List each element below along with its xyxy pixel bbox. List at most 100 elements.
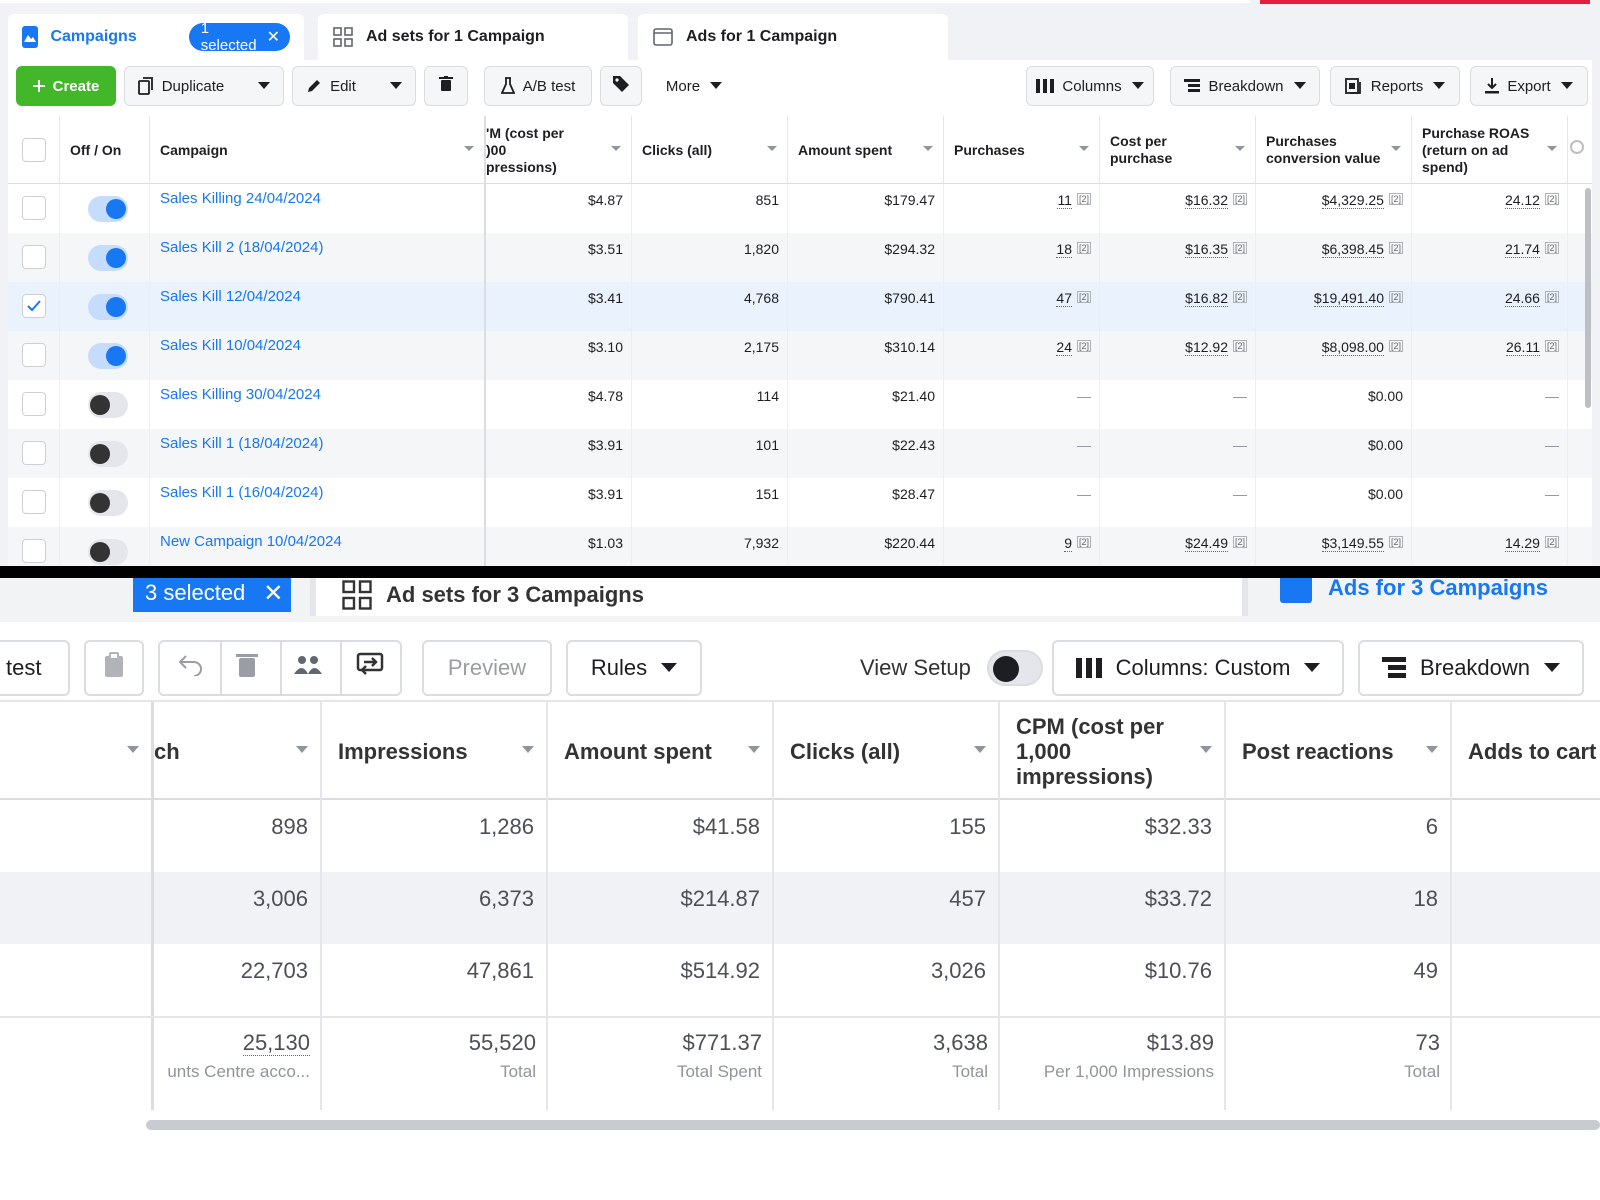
breakdown-button[interactable]: Breakdown	[1358, 640, 1584, 696]
campaign-toggle[interactable]	[88, 441, 128, 467]
tab-campaigns[interactable]: Campaigns 1 selected ✕	[8, 14, 304, 60]
swap-icon[interactable]	[356, 652, 384, 684]
purchases-value[interactable]: 11	[1057, 192, 1072, 209]
clear-selection-icon[interactable]: ✕	[263, 579, 284, 607]
roas-value[interactable]: 24.12	[1504, 192, 1540, 209]
edit-chevron-down-icon[interactable]	[389, 82, 402, 90]
reach-total-value[interactable]: 25,130	[242, 1030, 310, 1056]
create-button[interactable]: Create	[16, 66, 116, 106]
roas-value[interactable]: 21.74	[1504, 241, 1540, 258]
edit-button[interactable]: Edit	[292, 66, 416, 106]
cpp-value[interactable]: $24.49	[1185, 535, 1228, 552]
header-impressions[interactable]: Impressions	[322, 702, 548, 800]
tab-ads[interactable]: Ads for 3 Campaigns	[1280, 578, 1600, 606]
tab-ads[interactable]: Ads for 1 Campaign	[638, 14, 948, 60]
tag-button[interactable]	[600, 66, 642, 106]
horizontal-scrollbar[interactable]	[146, 1120, 1600, 1130]
breakdown-button[interactable]: Breakdown	[1170, 66, 1320, 106]
header-roas[interactable]: Purchase ROAS (return on ad spend)	[1412, 116, 1568, 184]
row-checkbox-checked[interactable]	[22, 294, 46, 318]
table-row[interactable]: 22,703 47,861 $514.92 3,026 $10.76 49	[0, 944, 1600, 1016]
row-checkbox[interactable]	[22, 245, 46, 269]
header-off-on[interactable]: Off / On	[60, 116, 150, 184]
selected-count-pill[interactable]: 3 selected ✕	[133, 578, 291, 612]
cpp-value[interactable]: $12.92	[1185, 339, 1228, 356]
ab-test-button[interactable]: test	[0, 640, 70, 696]
purchases-value[interactable]: 18	[1056, 241, 1072, 258]
audience-icon[interactable]	[294, 654, 322, 682]
trash-icon[interactable]	[236, 652, 258, 684]
campaign-toggle[interactable]	[88, 490, 128, 516]
duplicate-button[interactable]: Duplicate	[124, 66, 284, 106]
row-checkbox[interactable]	[22, 441, 46, 465]
campaign-toggle[interactable]	[88, 539, 128, 565]
clear-selection-icon[interactable]: ✕	[266, 29, 280, 46]
purchases-value[interactable]: 9	[1064, 535, 1072, 552]
header-purchases[interactable]: Purchases	[944, 116, 1100, 184]
ab-test-button[interactable]: A/B test	[484, 66, 592, 106]
cpp-value[interactable]: $16.32	[1185, 192, 1228, 209]
table-row[interactable]: Sales Kill 1 (16/04/2024) $3.91 151 $28.…	[8, 478, 1592, 527]
header-amount-spent[interactable]: Amount spent	[788, 116, 944, 184]
roas-value[interactable]: 24.66	[1504, 290, 1540, 307]
campaign-toggle[interactable]	[88, 294, 128, 320]
campaign-name-link[interactable]: New Campaign 10/04/2024	[150, 527, 486, 566]
header-post-reactions[interactable]: Post reactions	[1226, 702, 1452, 800]
campaign-name-link[interactable]: Sales Kill 12/04/2024	[150, 282, 486, 331]
header-amount-spent[interactable]: Amount spent	[548, 702, 774, 800]
tab-ad-sets[interactable]: Ad sets for 3 Campaigns	[310, 578, 1248, 616]
header-cpm[interactable]: CPM (cost per 1,000 impressions)	[1000, 702, 1226, 800]
table-row[interactable]: New Campaign 10/04/2024 $1.03 7,932 $220…	[8, 527, 1592, 566]
table-row[interactable]: Sales Kill 2 (18/04/2024) $3.51 1,820 $2…	[8, 233, 1592, 282]
campaign-toggle[interactable]	[88, 392, 128, 418]
conversion-value[interactable]: $3,149.55	[1321, 535, 1384, 552]
row-checkbox[interactable]	[22, 490, 46, 514]
header-cpm[interactable]: 'M (cost per )00 pressions)	[486, 116, 632, 184]
table-row[interactable]: 898 1,286 $41.58 155 $32.33 6	[0, 800, 1600, 872]
header-clicks[interactable]: Clicks (all)	[632, 116, 788, 184]
header-campaign[interactable]: Campaign	[150, 116, 486, 184]
cpp-value[interactable]: $16.82	[1185, 290, 1228, 307]
campaign-toggle[interactable]	[88, 196, 128, 222]
cpp-value[interactable]: $16.35	[1185, 241, 1228, 258]
header-purchases-value[interactable]: Purchases conversion value	[1256, 116, 1412, 184]
conversion-value[interactable]: $6,398.45	[1321, 241, 1384, 258]
rules-button[interactable]: Rules	[566, 640, 702, 696]
column-settings-icon[interactable]	[1570, 140, 1584, 154]
roas-value[interactable]: 14.29	[1504, 535, 1540, 552]
purchases-value[interactable]: 24	[1056, 339, 1072, 356]
undo-icon[interactable]	[178, 654, 204, 682]
campaign-name-link[interactable]: Sales Kill 2 (18/04/2024)	[150, 233, 486, 282]
delete-button[interactable]	[424, 66, 468, 106]
row-checkbox[interactable]	[22, 539, 46, 563]
table-row[interactable]: 3,006 6,373 $214.87 457 $33.72 18	[0, 872, 1600, 944]
export-button[interactable]: Export	[1470, 66, 1588, 106]
preview-button[interactable]: Preview	[422, 640, 552, 696]
header-cost-per-purchase[interactable]: Cost per purchase	[1100, 116, 1256, 184]
table-row[interactable]: Sales Kill 1 (18/04/2024) $3.91 101 $22.…	[8, 429, 1592, 478]
table-row[interactable]: Sales Killing 30/04/2024 $4.78 114 $21.4…	[8, 380, 1592, 429]
campaign-name-link[interactable]: Sales Kill 10/04/2024	[150, 331, 486, 380]
conversion-value[interactable]: $8,098.00	[1321, 339, 1384, 356]
purchases-value[interactable]: 47	[1056, 290, 1072, 307]
columns-button[interactable]: Columns	[1026, 66, 1154, 106]
header-previous-column[interactable]	[0, 702, 154, 800]
campaign-name-link[interactable]: Sales Kill 1 (18/04/2024)	[150, 429, 486, 478]
campaign-name-link[interactable]: Sales Killing 24/04/2024	[150, 184, 486, 233]
header-clicks[interactable]: Clicks (all)	[774, 702, 1000, 800]
select-all-checkbox[interactable]	[22, 138, 46, 162]
vertical-scrollbar[interactable]	[1585, 188, 1591, 408]
row-checkbox[interactable]	[22, 392, 46, 416]
campaign-toggle[interactable]	[88, 343, 128, 369]
selected-count-pill[interactable]: 1 selected ✕	[188, 20, 290, 54]
conversion-value[interactable]: $4,329.25	[1321, 192, 1384, 209]
header-adds-to-cart[interactable]: Adds to cart	[1452, 702, 1600, 800]
tab-ad-sets[interactable]: Ad sets for 1 Campaign	[318, 14, 628, 60]
row-checkbox[interactable]	[22, 343, 46, 367]
paste-button[interactable]	[84, 640, 144, 696]
roas-value[interactable]: 26.11	[1505, 339, 1540, 356]
row-checkbox[interactable]	[22, 196, 46, 220]
campaign-toggle[interactable]	[88, 245, 128, 271]
duplicate-chevron-down-icon[interactable]	[258, 82, 271, 90]
reports-button[interactable]: Reports	[1330, 66, 1460, 106]
